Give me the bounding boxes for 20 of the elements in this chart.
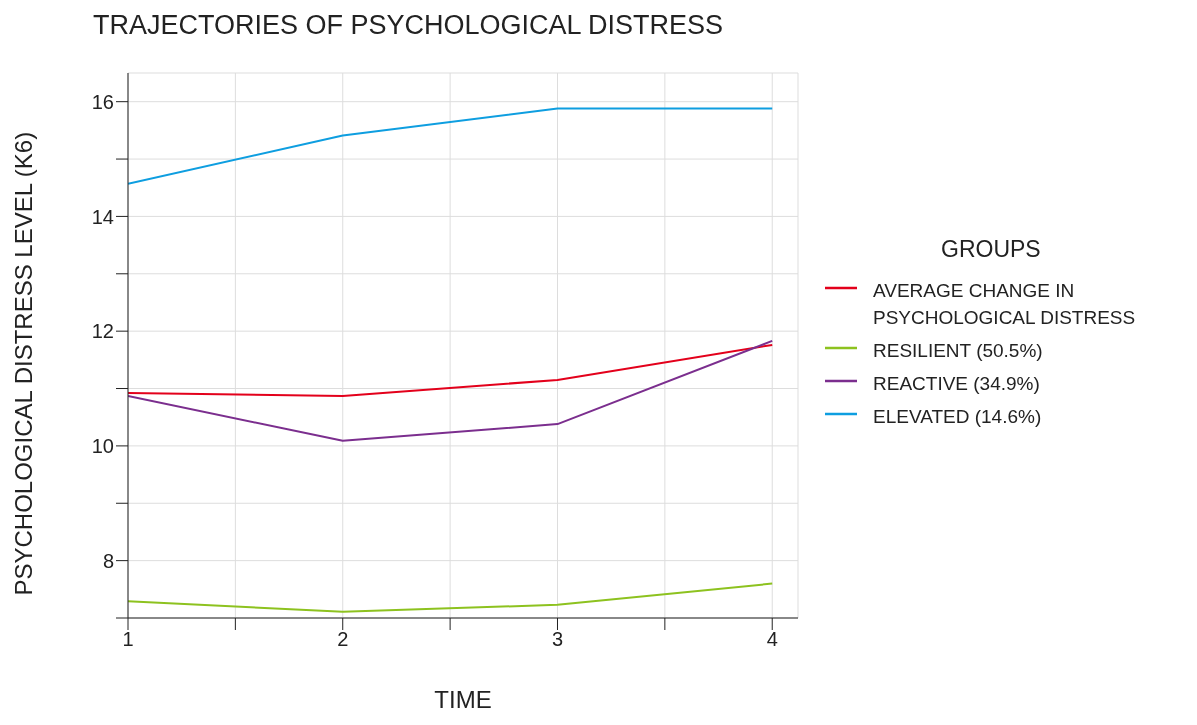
y-tick-label: 14 [91, 205, 114, 228]
y-axis-title: PSYCHOLOGICAL DISTRESS LEVEL (K6) [9, 131, 37, 596]
legend-label: ELEVATED (14.6%) [873, 405, 1043, 429]
x-tick-label: 1 [122, 628, 134, 651]
y-tick-label: 12 [91, 320, 114, 343]
legend-label: AVERAGE CHANGE IN PSYCHOLOGICAL DISTRESS [873, 279, 1137, 330]
legend-label: RESILIENT (50.5%) [873, 339, 1044, 363]
y-tick-label: 10 [91, 434, 114, 457]
legend-label: REACTIVE (34.9%) [873, 372, 1041, 396]
line-series [128, 343, 774, 397]
y-tick-label: 8 [102, 549, 114, 572]
legend-title: GROUPS [941, 236, 1042, 263]
line-series [128, 582, 774, 613]
x-tick-label: 4 [766, 628, 778, 651]
x-tick-label: 3 [551, 628, 564, 651]
x-tick-label: 2 [337, 628, 349, 651]
line-series [128, 339, 774, 442]
y-tick-label: 16 [91, 90, 114, 113]
chart-title: TRAJECTORIES OF PSYCHOLOGICAL DISTRESS [93, 10, 724, 41]
x-axis-title: TIME [434, 686, 492, 713]
